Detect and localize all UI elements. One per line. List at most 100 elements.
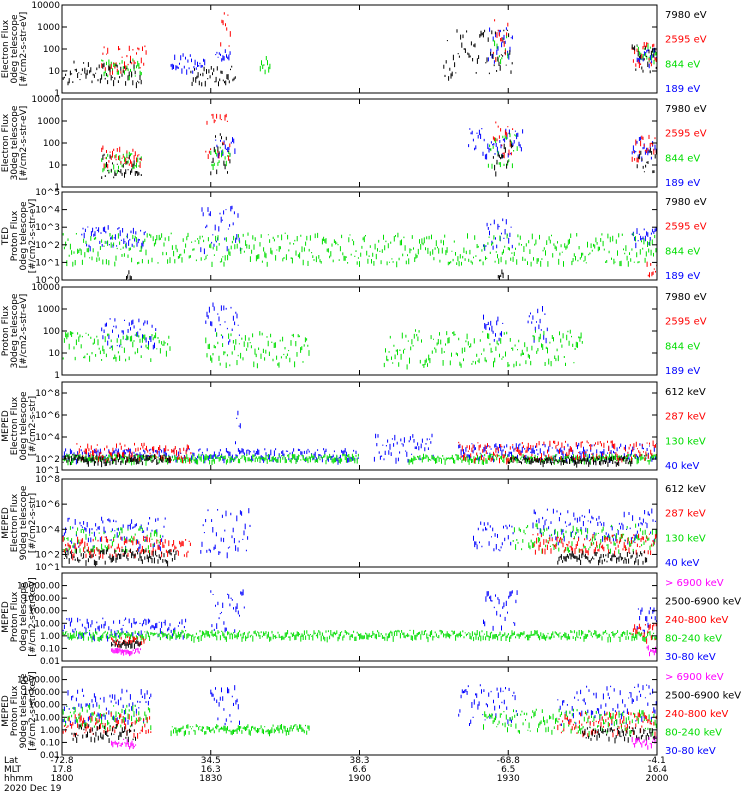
ytick-label-4-5: 10000 xyxy=(31,283,60,293)
footer-hhmm-5: 2000 xyxy=(646,774,669,784)
footer-hhmm-3: 1900 xyxy=(348,774,371,784)
ytick-label-2-2: 10 xyxy=(49,161,61,171)
footer-row-label-2: MLT xyxy=(4,765,22,775)
series-1-3-seg-2 xyxy=(220,12,231,47)
ytick-label-2-3: 100 xyxy=(43,139,60,149)
series-7-5-seg-2 xyxy=(646,645,657,657)
ylabel-1-1: Electron Flux xyxy=(1,19,11,78)
legend-7-2: 2500-6900 keV xyxy=(665,597,741,608)
footer-row-label-4: 2020 Dec 19 xyxy=(4,784,62,794)
ytick-label-7-5: 100.00 xyxy=(29,607,61,617)
ytick-label-5-4: 10^6 xyxy=(35,411,60,421)
legend-7-1: > 6900 keV xyxy=(665,578,724,589)
ytick-label-2-4: 1000 xyxy=(37,117,60,127)
legend-3-2: 2595 eV xyxy=(665,222,707,233)
ylabel-5-3: 0deg telescope xyxy=(19,391,29,461)
footer-row-label-1: Lat xyxy=(4,756,19,766)
panel-data-3 xyxy=(62,205,657,280)
ylabel-7-3: 0deg telescope xyxy=(19,582,29,652)
ytick-label-8-1: 0.01 xyxy=(40,751,60,761)
ytick-label-6-3: 10^4 xyxy=(35,525,60,535)
legend-5-4: 40 keV xyxy=(665,461,699,472)
series-4-1-seg-4 xyxy=(527,306,548,344)
panel-frame-2 xyxy=(61,98,658,188)
footer-row-label-3: hhmm xyxy=(4,774,33,784)
series-3-1-seg-1 xyxy=(81,225,146,252)
series-2-2-seg-3 xyxy=(487,133,518,169)
series-4-2-seg-3 xyxy=(383,329,583,370)
ylabel-2-1: Electron Flux xyxy=(1,113,11,172)
ylabel-6-3: 90deg telescope xyxy=(19,485,29,560)
ytick-label-6-5: 10^8 xyxy=(35,475,60,485)
legend-1-1: 7980 eV xyxy=(665,10,707,21)
footer-hhmm-4: 1930 xyxy=(497,774,520,784)
series-8-5-seg-1 xyxy=(111,738,137,750)
chart-panel-8: 0.01 0.10 1.00 10.00 100.00 1000.00 10000.00 ME… xyxy=(1,666,741,761)
ylabel-1-2: 0deg telescope xyxy=(10,14,20,84)
ytick-label-1-4: 1000 xyxy=(37,23,60,33)
legend-4-2: 2595 eV xyxy=(665,317,707,328)
ytick-label-7-4: 10.00 xyxy=(34,619,60,629)
series-3-1-seg-4 xyxy=(631,227,657,249)
legend-6-3: 130 keV xyxy=(665,533,706,544)
series-4-1-seg-2 xyxy=(205,302,240,345)
legend-1-4: 189 eV xyxy=(665,84,700,95)
ylabel-3-2: Proton Flux xyxy=(10,210,20,261)
ytick-label-1-1: 1 xyxy=(54,89,60,99)
chart-panel-4: 1 10 100 1000 10000 Proton Flux 30deg telescop… xyxy=(1,283,707,381)
series-1-3-seg-1 xyxy=(101,45,147,76)
footer-hhmm-1: 1800 xyxy=(51,774,74,784)
ytick-label-3-4: 10^3 xyxy=(35,223,60,233)
series-2-4-seg-2 xyxy=(210,133,231,176)
ylabel-2-3: [#/cm2-s-str-eV] xyxy=(19,106,29,181)
ytick-label-1-3: 100 xyxy=(43,45,60,55)
footer-mlt-3: 6.6 xyxy=(352,765,367,775)
series-7-5-seg-1 xyxy=(111,647,141,657)
legend-8-3: 240-800 keV xyxy=(665,709,729,720)
ytick-label-8-4: 10.00 xyxy=(34,713,60,723)
ylabel-6-1: MEPED xyxy=(1,507,11,539)
panel-data-4 xyxy=(62,302,583,370)
ytick-label-5-2: 10^2 xyxy=(35,455,60,465)
footer-mlt-4: 6.5 xyxy=(501,765,515,775)
series-3-1-seg-2 xyxy=(200,205,241,255)
series-5-1-seg-3 xyxy=(235,410,241,445)
chart-panel-1: 1 10 100 1000 10000 Electron Flux 0deg telesco… xyxy=(1,1,707,99)
ylabel-8-2: Proton Flux xyxy=(10,685,20,736)
ytick-label-7-7: 10000.00 xyxy=(17,582,60,592)
ytick-label-8-3: 1.00 xyxy=(40,726,60,736)
series-3-3-seg-1 xyxy=(646,261,657,278)
legend-7-4: 80-240 keV xyxy=(665,634,722,645)
footer-lat-3: 38.3 xyxy=(349,756,369,766)
legend-4-3: 844 eV xyxy=(665,341,700,352)
series-7-1-seg-3 xyxy=(483,590,518,631)
footer-mlt-1: 17.8 xyxy=(52,765,72,775)
series-8-1-seg-4 xyxy=(557,683,657,726)
legend-3-4: 189 eV xyxy=(665,271,700,282)
legend-4-4: 189 eV xyxy=(665,366,700,377)
legend-1-3: 844 eV xyxy=(665,59,700,70)
series-5-4-seg-2 xyxy=(507,455,633,468)
series-8-3-seg-2 xyxy=(557,711,657,738)
footer-lat-2: 34.5 xyxy=(201,756,221,766)
series-3-4-seg-1 xyxy=(126,270,132,280)
series-8-5-seg-2 xyxy=(631,736,657,750)
series-2-3-seg-2 xyxy=(205,113,231,161)
series-6-1-seg-1 xyxy=(62,516,166,553)
series-2-4-seg-1 xyxy=(101,153,142,179)
panel-frame-6 xyxy=(61,478,658,568)
ytick-label-8-6: 1000.00 xyxy=(23,688,60,698)
legend-1-2: 2595 eV xyxy=(665,35,707,46)
ytick-label-5-3: 10^4 xyxy=(35,433,60,443)
ytick-label-8-5: 100.00 xyxy=(29,701,61,711)
ytick-label-1-2: 10 xyxy=(49,67,61,77)
ytick-label-3-3: 10^2 xyxy=(35,241,60,251)
series-1-1-seg-1 xyxy=(170,53,206,75)
legend-6-4: 40 keV xyxy=(665,558,699,569)
panel-data-8 xyxy=(62,683,657,750)
series-1-3-seg-3 xyxy=(492,19,509,62)
ylabel-5-1: MEPED xyxy=(1,410,11,442)
legend-5-3: 130 keV xyxy=(665,436,706,447)
series-6-3-seg-1 xyxy=(62,535,191,561)
ylabel-3-1: TED xyxy=(1,227,11,246)
